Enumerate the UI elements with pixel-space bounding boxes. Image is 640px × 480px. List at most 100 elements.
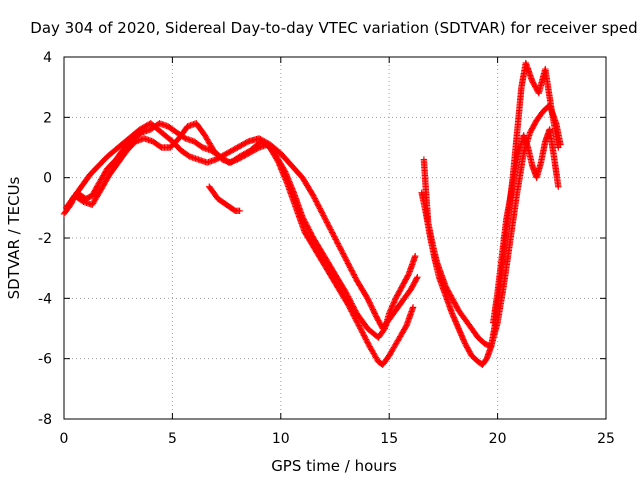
data-point <box>350 312 357 319</box>
data-point <box>362 336 370 343</box>
x-tick-label: 15 <box>380 431 398 447</box>
data-point <box>555 144 562 151</box>
data-point <box>349 269 357 277</box>
data-point <box>320 212 327 219</box>
data-point <box>352 316 360 324</box>
data-point <box>352 315 359 322</box>
data-point <box>363 337 370 345</box>
data-point <box>322 216 329 223</box>
data-point <box>366 299 373 306</box>
data-point <box>313 198 320 205</box>
data-point <box>307 230 315 237</box>
data-point <box>311 195 318 202</box>
series-track-6 <box>418 59 562 368</box>
data-point <box>317 206 324 214</box>
y-tick-label: -2 <box>38 231 52 247</box>
data-point <box>356 323 363 331</box>
grid-lines <box>64 57 606 419</box>
data-point <box>349 309 356 317</box>
data-point <box>333 239 341 246</box>
data-point <box>332 236 339 243</box>
series-track-3 <box>69 120 421 332</box>
data-point <box>364 339 371 346</box>
data-point <box>337 246 344 253</box>
data-point <box>336 243 343 250</box>
data-point <box>364 296 372 303</box>
data-point <box>343 257 350 264</box>
data-point <box>370 307 377 315</box>
data-point <box>368 303 375 310</box>
data-point <box>360 332 368 339</box>
x-tick-label: 20 <box>489 431 507 447</box>
data-point <box>412 252 419 260</box>
data-point <box>334 240 342 247</box>
series-track-4 <box>206 183 243 215</box>
data-point <box>348 308 355 315</box>
y-tick-label: -8 <box>38 412 52 428</box>
x-tick-label: 0 <box>60 431 69 447</box>
data-point <box>339 250 347 257</box>
data-point <box>346 264 354 271</box>
y-tick-label: -4 <box>38 291 52 307</box>
data-point <box>371 310 379 317</box>
data-point <box>308 231 316 239</box>
data-point <box>306 227 313 235</box>
data-point <box>348 267 355 274</box>
x-tick-label: 10 <box>272 431 290 447</box>
data-point <box>319 210 326 218</box>
data-point <box>409 304 417 311</box>
data-point <box>326 223 333 230</box>
data-point <box>323 219 331 226</box>
data-point <box>335 241 342 249</box>
data-point <box>341 253 348 260</box>
data-point <box>333 237 340 245</box>
data-point <box>358 327 365 335</box>
data-point <box>359 330 367 338</box>
data-point <box>318 208 325 215</box>
data-point <box>402 323 409 331</box>
data-point <box>330 231 337 239</box>
data-point <box>354 319 361 326</box>
data-point <box>346 262 353 270</box>
data-point <box>349 311 357 318</box>
data-point <box>354 320 362 328</box>
data-point <box>357 325 364 332</box>
data-point <box>414 274 421 281</box>
y-axis-label: SDTVAR / TECUs <box>5 176 23 299</box>
data-point <box>342 255 350 263</box>
data-point <box>274 158 282 165</box>
data-point <box>366 300 374 308</box>
axis-ticks: 0 5 10 15 20 25 -8 -6 -4 -2 0 2 4 <box>38 50 615 447</box>
data-series <box>60 59 564 368</box>
data-point <box>326 224 334 232</box>
data-point <box>367 302 375 309</box>
x-axis-label: GPS time / hours <box>271 457 397 475</box>
y-tick-label: 2 <box>43 110 52 126</box>
data-point <box>324 220 331 228</box>
data-point <box>346 305 354 312</box>
data-point <box>359 329 366 336</box>
data-point <box>320 213 328 221</box>
data-point <box>341 254 349 261</box>
data-point <box>307 229 314 236</box>
y-tick-label: 0 <box>43 171 52 187</box>
series-track-5 <box>420 102 564 350</box>
data-point <box>368 304 376 312</box>
data-point <box>305 226 313 233</box>
y-tick-label: 4 <box>43 50 52 66</box>
data-point <box>310 193 318 201</box>
data-point <box>344 260 352 267</box>
data-point <box>345 261 352 268</box>
data-point <box>413 275 420 282</box>
data-point <box>312 196 319 204</box>
data-point <box>339 248 346 256</box>
data-point <box>352 274 359 281</box>
data-point <box>340 251 347 259</box>
y-tick-label: -6 <box>38 352 52 368</box>
data-point <box>349 268 356 275</box>
data-point <box>315 203 323 211</box>
data-point <box>323 217 330 225</box>
series-track-2 <box>62 120 417 368</box>
data-point <box>338 247 345 254</box>
